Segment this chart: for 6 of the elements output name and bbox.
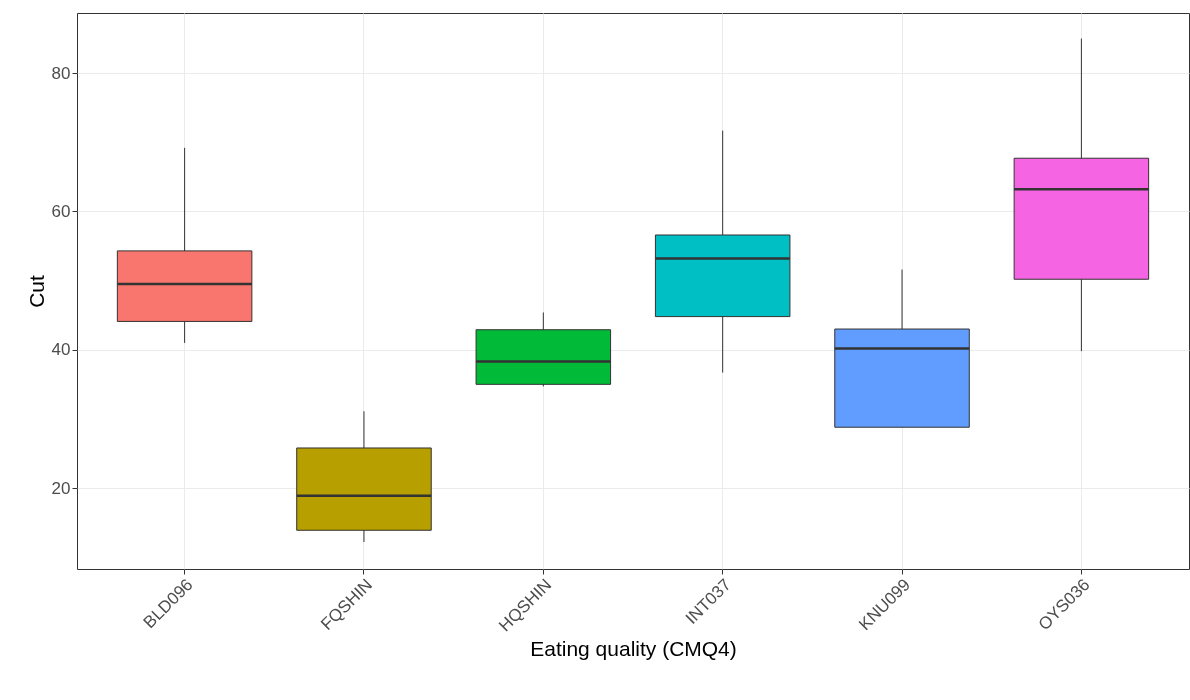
y-tick-label: 60 (51, 201, 71, 221)
y-tick-label: 80 (51, 63, 71, 83)
x-axis-title: Eating quality (CMQ4) (530, 636, 737, 660)
y-axis-title: Cut (24, 275, 48, 308)
y-tick-label: 20 (51, 478, 71, 498)
y-tick-label: 40 (51, 340, 71, 360)
